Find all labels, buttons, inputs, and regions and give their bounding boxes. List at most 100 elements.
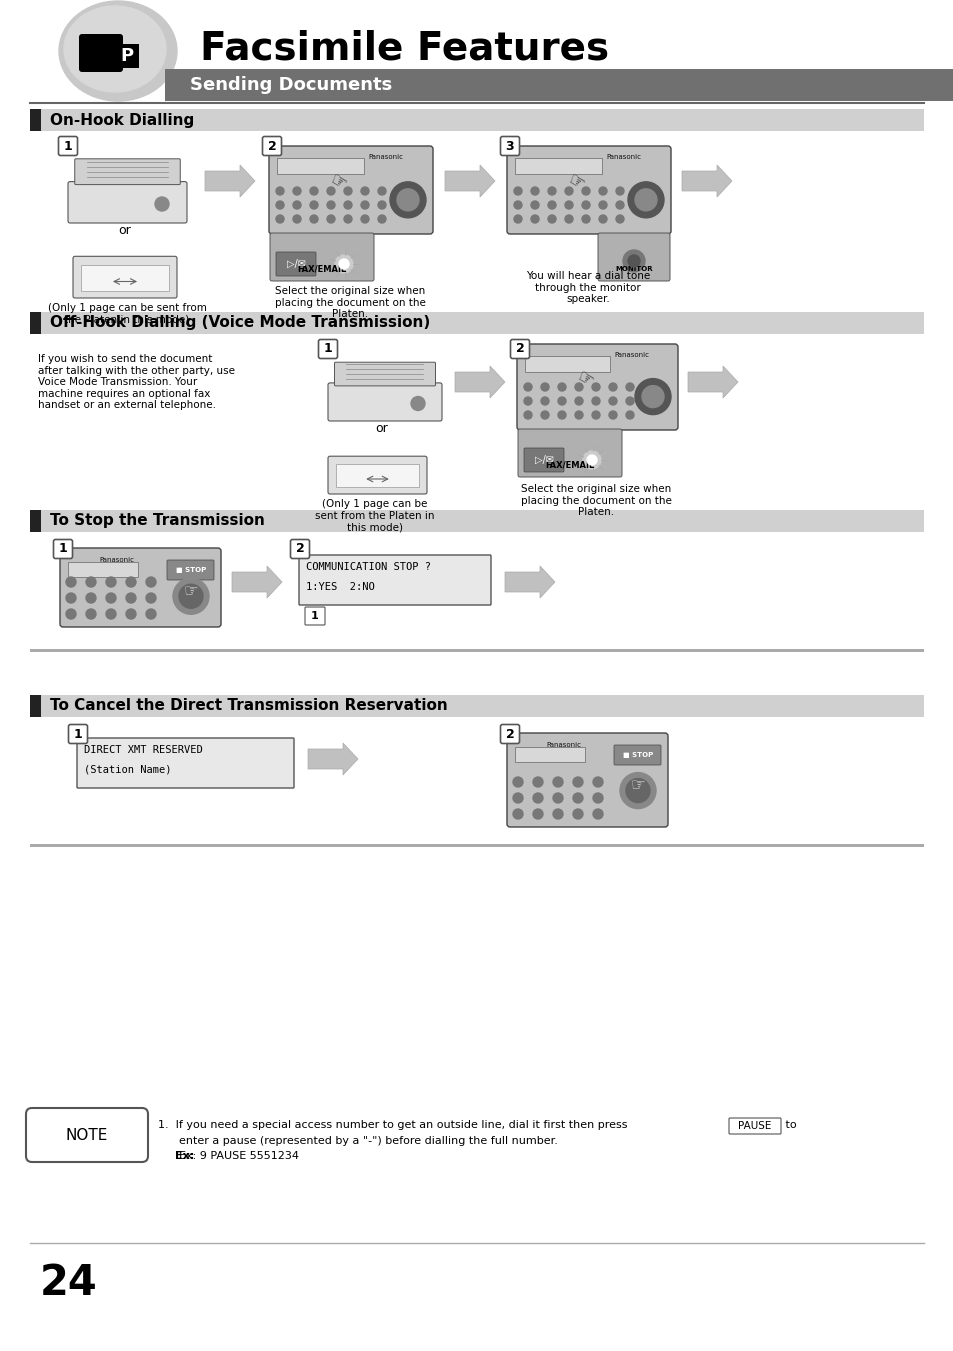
Circle shape [581,186,589,195]
Circle shape [293,215,301,223]
Text: FAX/EMAIL: FAX/EMAIL [545,461,594,470]
FancyBboxPatch shape [506,734,667,827]
Text: 1: 1 [323,343,332,355]
Circle shape [586,455,597,465]
Polygon shape [444,165,495,197]
Circle shape [564,215,573,223]
FancyBboxPatch shape [510,339,529,358]
Circle shape [558,397,565,405]
Text: (Only 1 page can be sent from
the Platen in this mode): (Only 1 page can be sent from the Platen… [48,303,206,324]
Circle shape [635,189,657,211]
Text: or: or [118,224,132,238]
Text: FAX/EMAIL: FAX/EMAIL [297,265,346,273]
Circle shape [310,215,317,223]
Text: 2: 2 [295,543,304,555]
Text: PAUSE: PAUSE [738,1121,771,1131]
Text: to: to [781,1120,796,1129]
FancyBboxPatch shape [275,253,315,276]
Ellipse shape [59,1,177,101]
Circle shape [564,201,573,209]
Polygon shape [205,165,254,197]
Bar [81,265,169,290]
Circle shape [172,578,209,615]
Text: Select the original size when
placing the document on the
Platen.: Select the original size when placing th… [520,484,671,517]
Circle shape [360,201,369,209]
FancyBboxPatch shape [262,136,281,155]
Circle shape [573,777,582,788]
Circle shape [627,255,639,267]
Circle shape [146,609,156,619]
Circle shape [335,255,353,273]
Circle shape [86,593,96,603]
Circle shape [593,809,602,819]
Text: Facsimile Features: Facsimile Features [200,28,608,68]
Text: Off-Hook Dialling (Voice Mode Transmission): Off-Hook Dialling (Voice Mode Transmissi… [50,316,430,331]
FancyBboxPatch shape [305,607,325,626]
Circle shape [327,215,335,223]
Text: 2: 2 [268,139,276,153]
Text: 1: 1 [64,139,72,153]
Text: 1.  If you need a special access number to get an outside line, dial it first th: 1. If you need a special access number t… [158,1120,627,1129]
FancyBboxPatch shape [318,339,337,358]
Circle shape [360,186,369,195]
Circle shape [575,382,582,390]
Circle shape [513,809,522,819]
Circle shape [86,577,96,586]
Circle shape [593,777,602,788]
Text: Select the original size when
placing the document on the
Platen.: Select the original size when placing th… [274,286,425,319]
Circle shape [513,793,522,802]
Circle shape [575,411,582,419]
FancyBboxPatch shape [517,430,621,477]
Circle shape [616,201,623,209]
Circle shape [619,773,656,808]
Circle shape [625,411,634,419]
FancyBboxPatch shape [328,457,427,494]
Circle shape [514,215,521,223]
Bar [30,509,923,532]
Text: To Stop the Transmission: To Stop the Transmission [50,513,265,528]
Circle shape [154,197,169,211]
Text: DIRECT XMT RESERVED: DIRECT XMT RESERVED [84,744,203,755]
FancyBboxPatch shape [291,539,309,558]
FancyBboxPatch shape [74,159,180,185]
FancyBboxPatch shape [68,181,187,223]
Text: Panasonic: Panasonic [546,742,581,748]
Text: ▷/✉: ▷/✉ [286,259,305,269]
Circle shape [338,259,349,269]
Text: Panasonic: Panasonic [605,154,640,159]
Circle shape [581,201,589,209]
Circle shape [608,382,617,390]
Circle shape [547,201,556,209]
Circle shape [66,593,76,603]
Circle shape [531,215,538,223]
Bar [335,463,418,486]
FancyBboxPatch shape [73,257,177,299]
Circle shape [146,577,156,586]
Circle shape [179,584,203,608]
Circle shape [310,201,317,209]
Circle shape [558,411,565,419]
Circle shape [641,385,663,408]
Bar [524,357,610,372]
Circle shape [616,186,623,195]
Text: (Only 1 page can be
sent from the Platen in
this mode): (Only 1 page can be sent from the Platen… [314,499,435,532]
Text: (Station Name): (Station Name) [84,765,172,775]
Circle shape [553,777,562,788]
Circle shape [396,189,418,211]
Circle shape [581,215,589,223]
Circle shape [598,215,606,223]
Text: P: P [120,47,133,65]
Circle shape [377,186,386,195]
Text: On-Hook Dialling: On-Hook Dialling [50,112,194,127]
Circle shape [540,397,548,405]
Text: ☞: ☞ [183,582,198,600]
Bar [30,312,41,334]
FancyBboxPatch shape [523,449,563,471]
FancyBboxPatch shape [506,146,670,234]
Circle shape [592,382,599,390]
FancyBboxPatch shape [500,136,519,155]
Circle shape [547,186,556,195]
Polygon shape [681,165,731,197]
Circle shape [573,809,582,819]
Text: Ex:: Ex: [174,1151,194,1161]
